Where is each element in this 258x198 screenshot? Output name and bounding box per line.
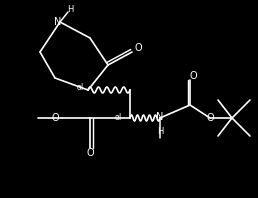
Text: O: O xyxy=(86,148,94,158)
Text: O: O xyxy=(189,71,197,81)
Text: αl: αl xyxy=(76,84,84,92)
Text: H: H xyxy=(157,128,163,136)
Text: O: O xyxy=(51,113,59,123)
Text: H: H xyxy=(67,6,73,14)
Text: N: N xyxy=(156,112,164,122)
Text: αl: αl xyxy=(114,112,122,122)
Text: O: O xyxy=(206,113,214,123)
Text: O: O xyxy=(134,43,142,53)
Text: N: N xyxy=(54,17,62,27)
